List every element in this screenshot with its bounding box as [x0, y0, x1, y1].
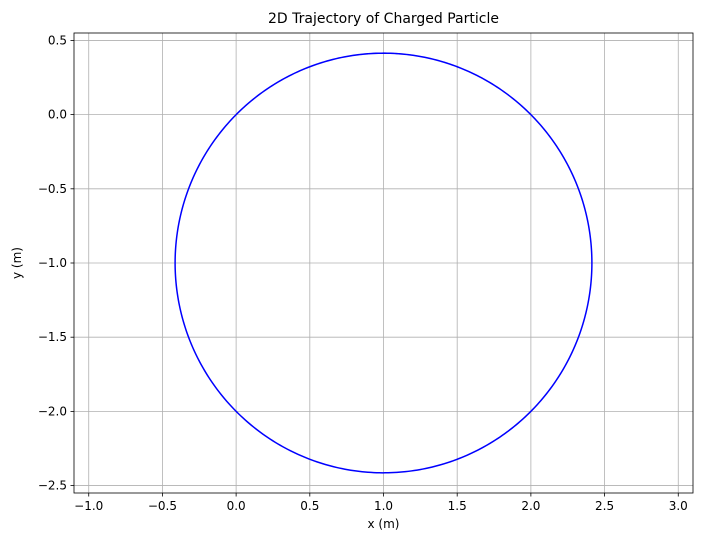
trajectory-line — [174, 52, 593, 474]
x-tick-label: 2.5 — [595, 499, 614, 513]
y-axis-label: y (m) — [10, 247, 24, 279]
y-tick-label: −1.5 — [38, 330, 67, 344]
x-tick-label: 1.0 — [374, 499, 393, 513]
x-axis-label: x (m) — [368, 517, 400, 531]
x-tick-label: −0.5 — [148, 499, 177, 513]
x-tick-label: 1.5 — [448, 499, 467, 513]
x-tick-label: 0.5 — [300, 499, 319, 513]
y-tick-label: 0.0 — [48, 108, 67, 122]
series-layer — [174, 52, 593, 474]
y-tick-label: −1.0 — [38, 256, 67, 270]
grid — [74, 33, 693, 493]
y-axis: 0.5 0.0 −0.5 −1.0 −1.5 −2.0 −2.5 — [38, 33, 74, 493]
x-tick-label: 0.0 — [227, 499, 246, 513]
y-tick-label: −2.5 — [38, 479, 67, 493]
x-axis: −1.0 −0.5 0.0 0.5 1.0 1.5 2.0 2.5 3.0 — [74, 493, 688, 513]
x-tick-label: 2.0 — [521, 499, 540, 513]
y-tick-label: 0.5 — [48, 33, 67, 47]
x-tick-label: 3.0 — [669, 499, 688, 513]
x-tick-label: −1.0 — [74, 499, 103, 513]
y-tick-label: −2.0 — [38, 404, 67, 418]
chart-title: 2D Trajectory of Charged Particle — [268, 11, 499, 27]
y-tick-label: −0.5 — [38, 182, 67, 196]
